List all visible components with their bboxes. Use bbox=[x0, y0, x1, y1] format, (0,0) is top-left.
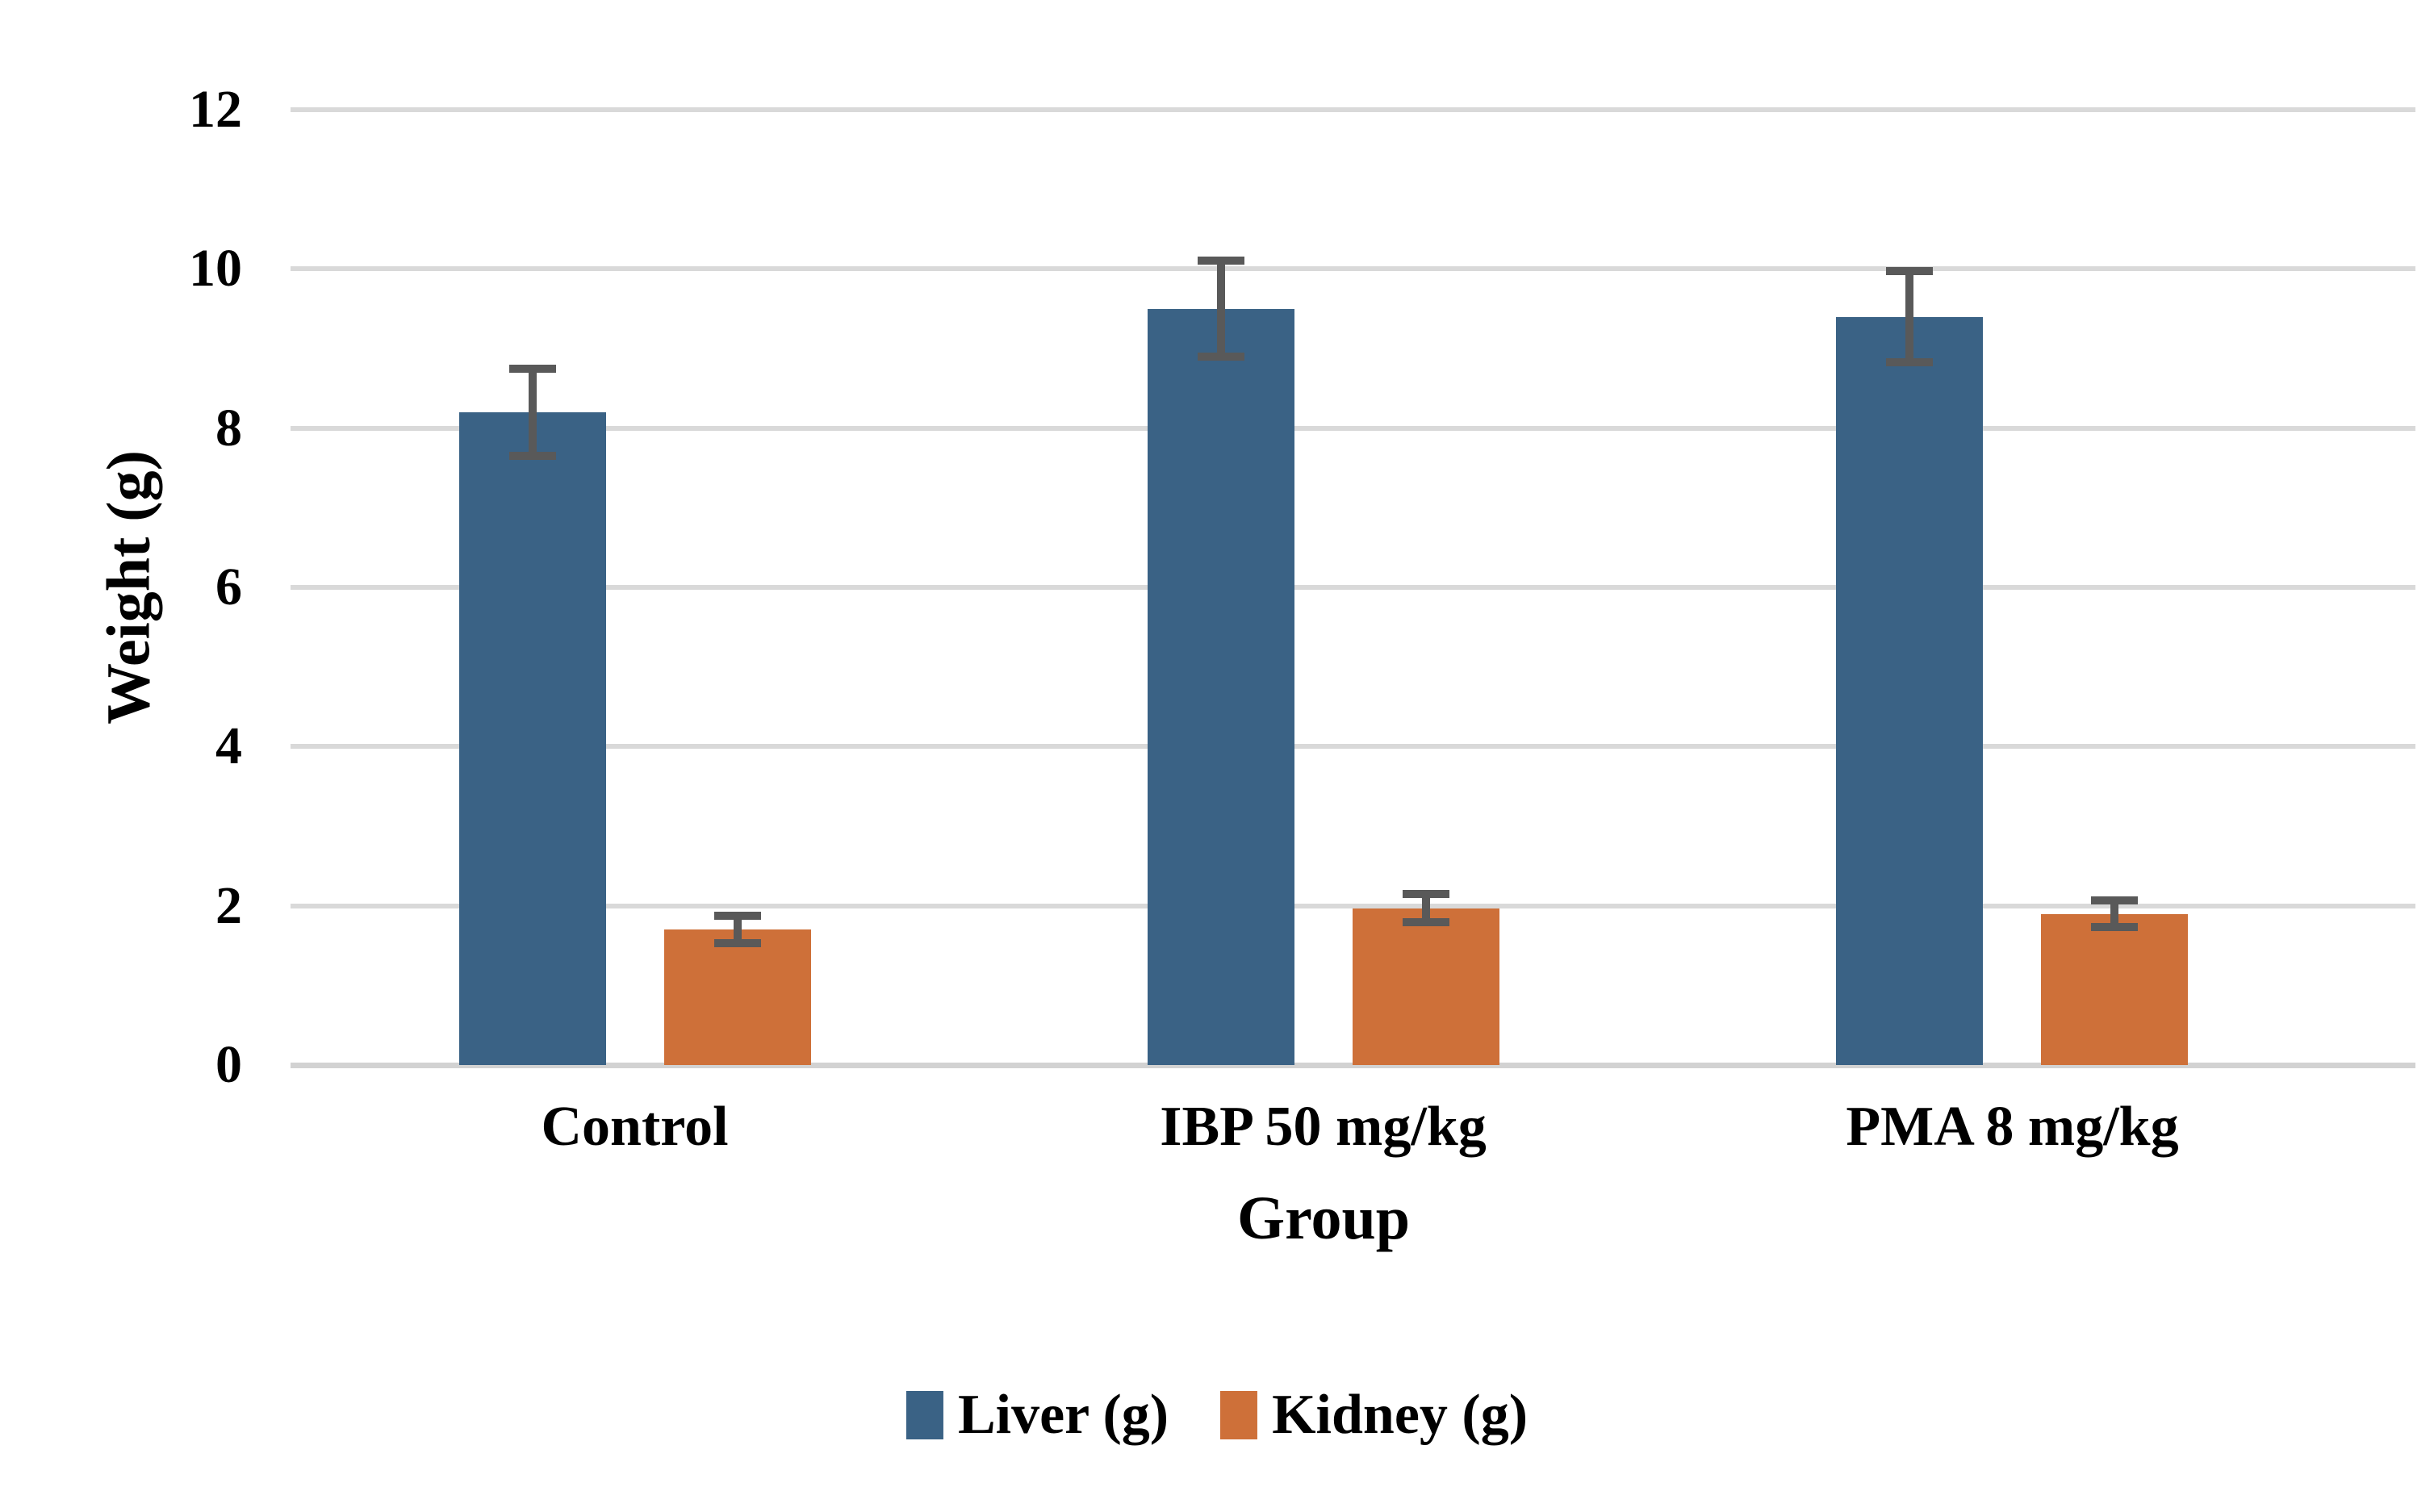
gridline-y8 bbox=[291, 426, 2415, 431]
error-bar bbox=[529, 369, 537, 457]
error-bar-bottom-cap bbox=[1886, 358, 1933, 366]
error-bar-bottom-cap bbox=[714, 939, 761, 947]
x-axis-title: Group bbox=[1236, 1184, 1410, 1252]
error-bar bbox=[734, 916, 742, 943]
error-bar bbox=[1217, 261, 1225, 356]
gridline-y6 bbox=[291, 585, 2415, 590]
category-label-3: PMA 8 mg/kg bbox=[1846, 1096, 2179, 1158]
error-bar-top-cap bbox=[1886, 267, 1933, 275]
error-bar-bottom-cap bbox=[1403, 918, 1449, 926]
bar-liver-2 bbox=[1148, 309, 1294, 1065]
gridline-y2 bbox=[291, 904, 2415, 908]
error-bar bbox=[1905, 271, 1913, 361]
bar-liver-3 bbox=[1836, 317, 1983, 1065]
legend-swatch bbox=[905, 1391, 943, 1439]
x-axis-line bbox=[291, 1063, 2415, 1068]
bar-liver-1 bbox=[459, 412, 606, 1065]
error-bar-top-cap bbox=[714, 912, 761, 920]
bar-kidney-2 bbox=[1353, 908, 1499, 1065]
error-bar-bottom-cap bbox=[509, 452, 556, 460]
bar-kidney-1 bbox=[664, 929, 811, 1065]
y-tick-label-0: 0 bbox=[215, 1035, 242, 1094]
y-tick-label-6: 6 bbox=[215, 558, 242, 616]
error-bar-top-cap bbox=[1198, 257, 1244, 265]
legend-item-kidney: Kidney (g) bbox=[1220, 1381, 1528, 1449]
gridline-y12 bbox=[291, 107, 2415, 112]
legend-swatch bbox=[1220, 1391, 1258, 1439]
legend: Liver (g) Kidney (g) bbox=[905, 1381, 1528, 1449]
legend-label: Liver (g) bbox=[957, 1384, 1169, 1446]
error-bar-top-cap bbox=[1403, 890, 1449, 898]
legend-label: Kidney (g) bbox=[1272, 1384, 1529, 1446]
category-label-1: Control bbox=[541, 1096, 729, 1158]
y-tick-label-2: 2 bbox=[215, 876, 242, 935]
legend-item-liver: Liver (g) bbox=[905, 1381, 1169, 1449]
y-tick-label-4: 4 bbox=[215, 716, 242, 775]
y-tick-label-12: 12 bbox=[189, 80, 242, 139]
y-tick-label-10: 10 bbox=[189, 239, 242, 298]
bar-kidney-3 bbox=[2041, 914, 2188, 1065]
y-tick-label-8: 8 bbox=[215, 399, 242, 457]
error-bar-top-cap bbox=[509, 365, 556, 373]
error-bar bbox=[1422, 894, 1430, 923]
gridline-y4 bbox=[291, 744, 2415, 749]
error-bar-bottom-cap bbox=[2091, 923, 2138, 931]
error-bar-bottom-cap bbox=[1198, 353, 1244, 361]
error-bar-top-cap bbox=[2091, 896, 2138, 904]
gridline-y10 bbox=[291, 266, 2415, 271]
category-label-2: IBP 50 mg/kg bbox=[1160, 1096, 1487, 1158]
error-bar bbox=[2110, 900, 2118, 928]
